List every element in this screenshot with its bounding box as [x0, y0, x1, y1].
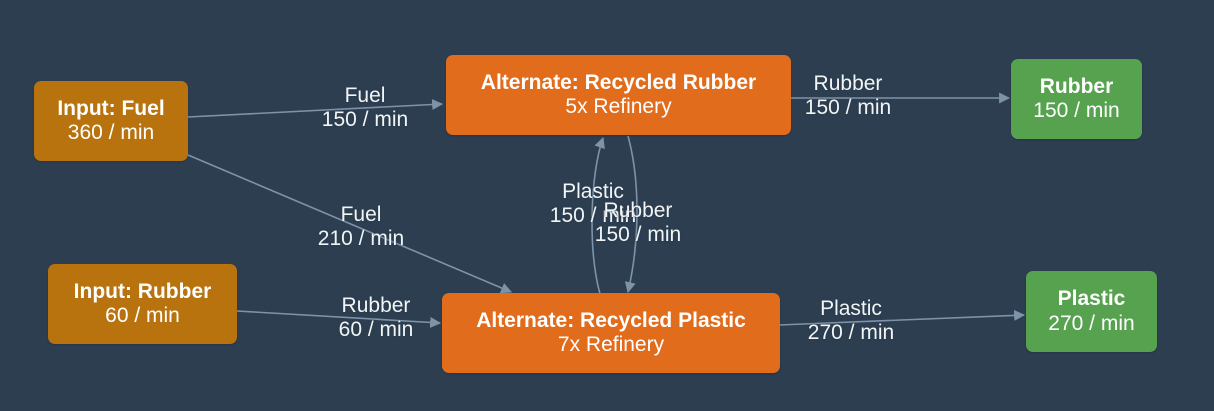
node-rate: 270 / min	[1048, 311, 1135, 335]
edge-rate: 150 / min	[321, 108, 409, 132]
node-machines: 7x Refinery	[557, 333, 665, 356]
node-title: Alternate: Recycled Plastic	[476, 308, 746, 332]
edge-item: Plastic	[562, 180, 624, 203]
edge-item: Rubber	[341, 294, 411, 317]
edge-label-rubber-to-recycled-plastic: Rubber 150 / min	[595, 199, 681, 247]
edge-label-fuel-to-recycled-plastic: Fuel 210 / min	[318, 203, 404, 251]
recycled-rubber-node[interactable]: Alternate: Recycled Rubber 5x Refinery	[446, 55, 791, 135]
edge-label-plastic-to-recycled-rubber: Plastic 150 / min	[550, 180, 636, 228]
edge-plastic-to-recycled-rubber	[591, 136, 605, 295]
edge-item: Rubber	[603, 199, 673, 222]
recycled-plastic-node[interactable]: Alternate: Recycled Plastic 7x Refinery	[442, 293, 780, 373]
edge-recycled-plastic-to-output-plastic	[778, 309, 1026, 326]
edge-item: Fuel	[340, 203, 382, 226]
node-title: Input: Rubber	[73, 279, 212, 303]
node-title: Rubber	[1039, 74, 1114, 98]
edge-label-recycled-plastic-to-output-plastic: Plastic 270 / min	[808, 297, 894, 345]
edge-item: Fuel	[344, 84, 386, 107]
input-rubber-node[interactable]: Input: Rubber 60 / min	[48, 264, 237, 344]
edge-label-recycled-rubber-to-output-rubber: Rubber 150 / min	[805, 72, 891, 120]
node-title: Alternate: Recycled Rubber	[480, 70, 757, 94]
node-title: Plastic	[1057, 287, 1126, 311]
edge-fuel-to-recycled-plastic	[187, 154, 513, 294]
node-rate: 60 / min	[105, 304, 180, 327]
edge-label-input-rubber-to-recycled-plastic: Rubber 60 / min	[339, 294, 414, 342]
output-rubber-node[interactable]: Rubber 150 / min	[1011, 59, 1142, 139]
edge-input-rubber-to-recycled-plastic	[236, 310, 442, 328]
node-rate: 360 / min	[67, 121, 155, 144]
node-title: Input: Fuel	[57, 96, 165, 120]
edge-rate: 60 / min	[338, 318, 414, 342]
edge-item: Plastic	[820, 297, 882, 320]
edge-item: Rubber	[813, 72, 883, 95]
edge-rubber-to-recycled-plastic	[624, 135, 638, 294]
edge-rate: 270 / min	[807, 321, 895, 345]
edge-fuel-to-recycled-rubber	[187, 99, 444, 118]
edge-rate: 210 / min	[317, 227, 405, 251]
input-fuel-node[interactable]: Input: Fuel 360 / min	[34, 81, 188, 161]
edge-rate: 150 / min	[549, 204, 637, 228]
node-rate: 150 / min	[1033, 99, 1120, 122]
edge-label-fuel-to-recycled-rubber: Fuel 150 / min	[322, 84, 408, 132]
output-plastic-node[interactable]: Plastic 270 / min	[1026, 271, 1157, 352]
node-machines: 5x Refinery	[565, 95, 672, 118]
edge-rate: 150 / min	[804, 96, 892, 120]
edge-rate: 150 / min	[594, 223, 682, 247]
